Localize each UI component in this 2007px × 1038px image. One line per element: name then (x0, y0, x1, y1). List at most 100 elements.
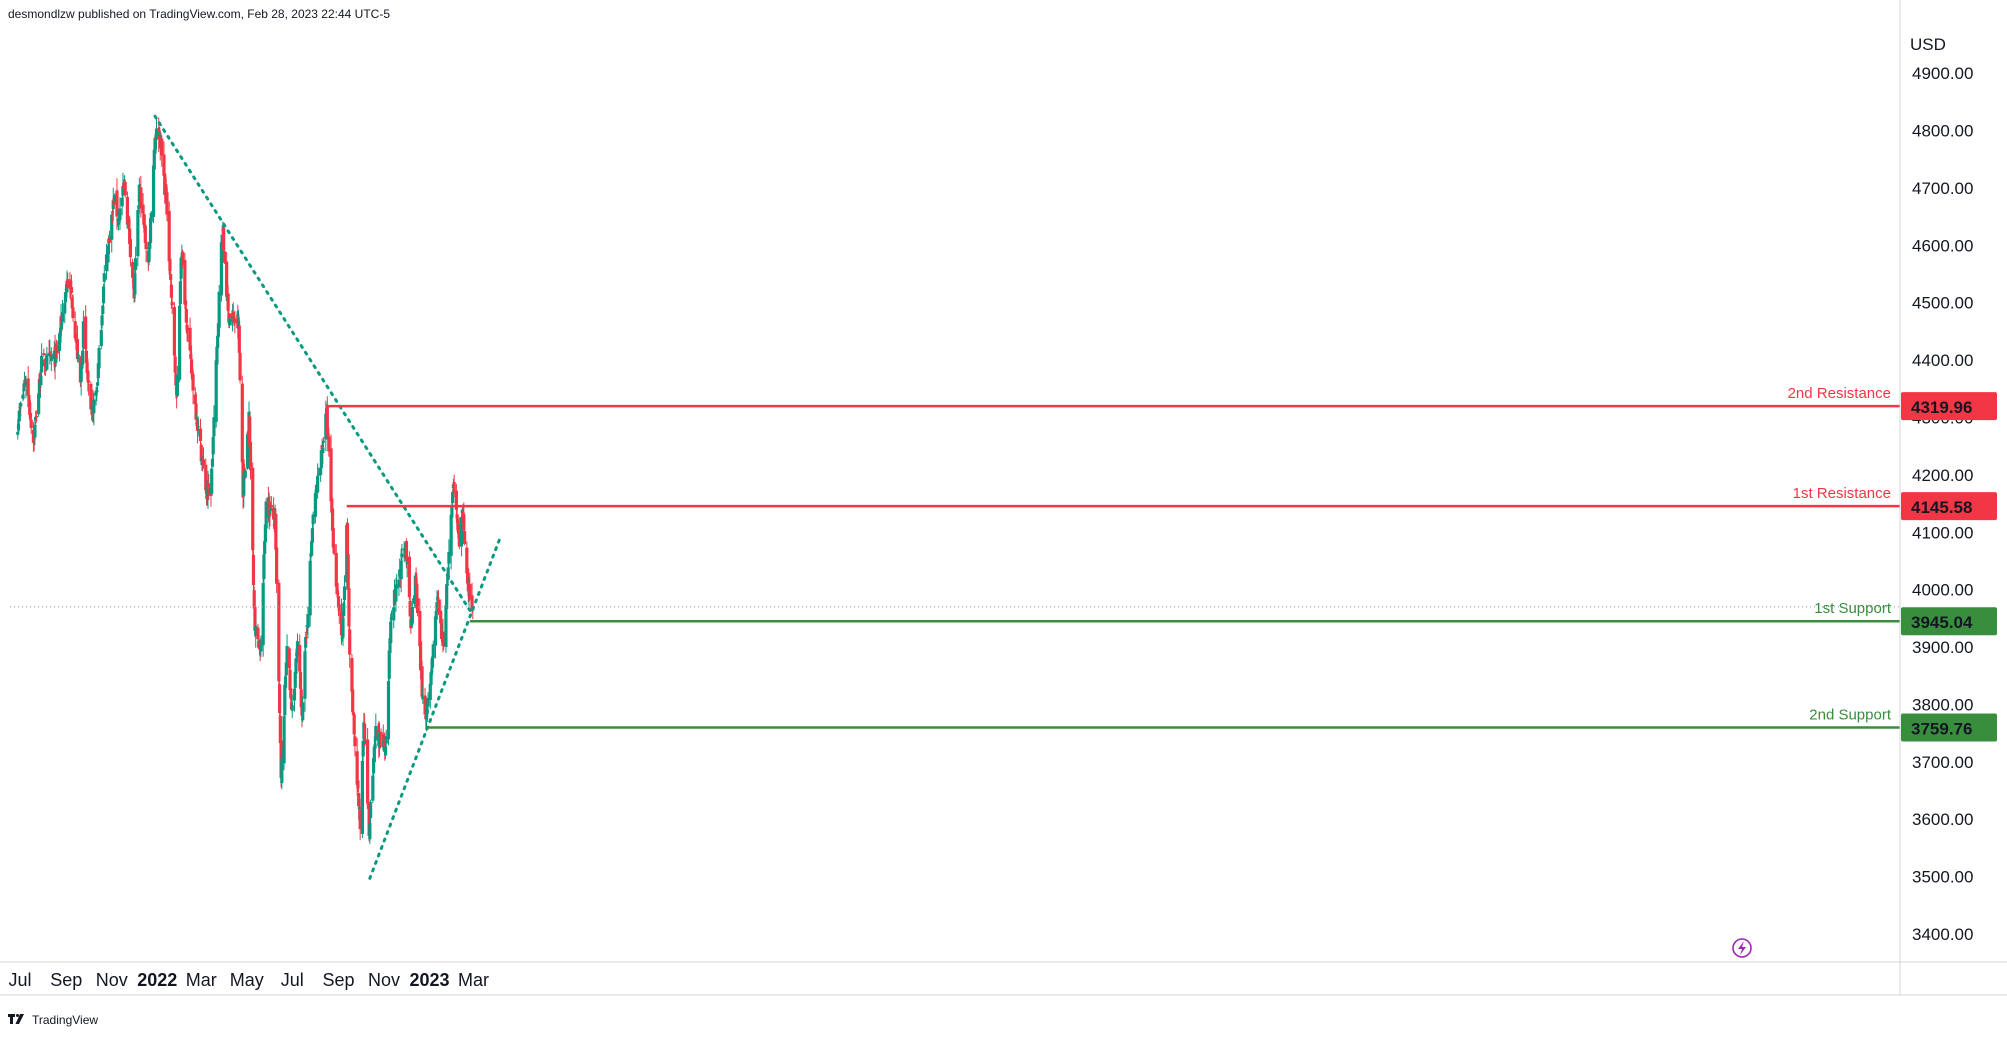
tradingview-logo-icon (8, 1014, 24, 1024)
candle (415, 586, 420, 617)
candle (169, 269, 173, 287)
candle (178, 293, 182, 383)
candle (49, 347, 53, 372)
candle (113, 193, 117, 203)
candle (261, 569, 265, 657)
candle (94, 386, 98, 406)
candle (352, 713, 356, 741)
candle (40, 343, 44, 385)
candle (389, 610, 394, 624)
candle (71, 294, 75, 322)
candle (269, 496, 273, 510)
candle (358, 798, 362, 840)
svg-text:3945.04: 3945.04 (1911, 613, 1973, 632)
candle (225, 252, 229, 299)
candle (237, 317, 241, 354)
level-label: 2nd Support (1809, 707, 1892, 724)
candle (33, 417, 37, 446)
candle (118, 197, 122, 231)
candle (45, 346, 49, 371)
y-tick-label: 3400.00 (1912, 925, 1973, 944)
y-tick-label: 4400.00 (1912, 351, 1973, 370)
candle (144, 233, 148, 263)
candle (410, 598, 414, 629)
svg-text:4319.96: 4319.96 (1911, 398, 1972, 417)
chart-overlays: 2nd Resistance 1st Resistance 1st Support 2… (10, 114, 1900, 880)
candle (394, 577, 398, 612)
candle (163, 165, 167, 204)
candle (149, 210, 153, 229)
candle (191, 368, 195, 405)
x-tick-label: Nov (96, 970, 128, 990)
candle (460, 513, 464, 557)
candle (363, 735, 367, 745)
candle (277, 579, 281, 694)
candle (304, 633, 308, 659)
candle (445, 575, 449, 612)
candle (327, 427, 331, 457)
candle (304, 627, 309, 644)
price-axis: USD 3400.00 3500.00 3600.00 3700.00 3800.00 39… (1901, 35, 1997, 944)
candle (426, 692, 430, 716)
candle (160, 135, 164, 167)
x-tick-label: 2022 (137, 970, 177, 990)
candle (175, 365, 179, 398)
level-label: 1st Support (1814, 600, 1892, 617)
y-tick-label: 3700.00 (1912, 753, 1973, 772)
candle (195, 417, 200, 444)
x-tick-label: Mar (458, 970, 489, 990)
level-label: 2nd Resistance (1788, 385, 1891, 402)
candle (232, 312, 236, 326)
candle (325, 396, 329, 440)
candle (201, 447, 206, 469)
candle (254, 614, 258, 648)
candle (66, 272, 70, 291)
candle (311, 511, 315, 529)
candle (353, 729, 357, 757)
y-tick-label: 4700.00 (1912, 179, 1973, 198)
candle (263, 538, 267, 563)
candle (322, 436, 326, 447)
trendline-descending (153, 114, 474, 616)
candle (81, 348, 85, 369)
y-tick-label: 3500.00 (1912, 868, 1973, 887)
candle (168, 245, 172, 280)
candle (447, 539, 451, 573)
candle (102, 265, 106, 291)
candle (251, 462, 255, 563)
candle (106, 241, 110, 272)
candle (212, 405, 216, 450)
y-tick-label: 3800.00 (1912, 695, 1973, 714)
level-price-tag: 3945.04 (1901, 607, 1997, 636)
candle (421, 685, 425, 704)
trendline-ascending (368, 533, 503, 880)
candle (420, 660, 424, 698)
candle (348, 617, 352, 668)
candle (134, 246, 138, 281)
candle (183, 252, 187, 309)
publish-info: desmondlzw published on TradingView.com,… (8, 7, 391, 21)
candle (436, 589, 441, 616)
candle (341, 614, 345, 647)
footer: TradingView (8, 1013, 98, 1027)
candle (233, 310, 237, 334)
candle (280, 747, 284, 790)
x-tick-label: May (230, 970, 264, 990)
candle (351, 676, 355, 714)
candle (397, 575, 401, 596)
candle (34, 410, 38, 431)
candle (178, 277, 182, 309)
candle (332, 534, 336, 555)
candle (172, 302, 177, 358)
candle (252, 586, 256, 611)
candle (298, 634, 302, 677)
candle (34, 410, 39, 423)
candle (384, 729, 388, 747)
candle (452, 474, 456, 498)
candle (92, 392, 96, 426)
candle (282, 712, 286, 771)
x-tick-label: Sep (323, 970, 355, 990)
y-tick-label: 4500.00 (1912, 294, 1973, 313)
candle (121, 172, 125, 206)
